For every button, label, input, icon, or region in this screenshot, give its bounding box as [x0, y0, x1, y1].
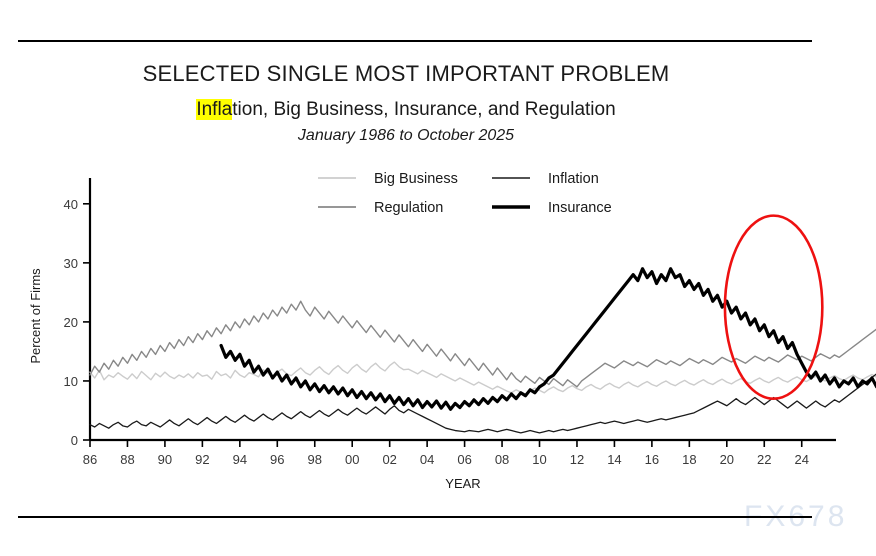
title-block: SELECTED SINGLE MOST IMPORTANT PROBLEM I…: [0, 60, 812, 147]
chart-axes: 0 10 20 30 40 86 88 90 92 94 96 98 00 02 04 06 08 10 12 14 1…: [64, 178, 836, 467]
subtitle-remaining-text: tion, Big Business, Insurance, and Regul…: [232, 99, 616, 120]
x-tick-label: 00: [345, 452, 359, 467]
chart-legend: Big Business Inflation Regulation Insurance: [318, 171, 612, 216]
x-axis-title: YEAR: [445, 476, 480, 491]
chart-subtitle: Inflation, Big Business, Insurance, and …: [0, 96, 812, 124]
x-tick-label: 88: [120, 452, 134, 467]
x-tick-label: 12: [570, 452, 584, 467]
x-tick-label: 18: [682, 452, 696, 467]
x-tick-label: 16: [645, 452, 659, 467]
series-line-big-business: [89, 361, 876, 395]
chart-annotations: [723, 214, 824, 400]
x-tick-label: 10: [532, 452, 546, 467]
y-tick-label: 20: [64, 315, 78, 330]
x-tick-label: 98: [308, 452, 322, 467]
x-tick-label: 24: [794, 452, 808, 467]
line-chart: Big Business Inflation Regulation Insurance…: [28, 171, 876, 491]
bottom-divider-rule: [18, 516, 812, 518]
x-tick-label: 22: [757, 452, 771, 467]
x-tick-label: 96: [270, 452, 284, 467]
top-divider-rule: [18, 40, 812, 42]
legend-label-regulation: Regulation: [374, 200, 443, 216]
x-tick-label: 04: [420, 452, 434, 467]
series-line-regulation: [89, 300, 876, 388]
x-tick-label: 14: [607, 452, 621, 467]
y-tick-label: 30: [64, 256, 78, 271]
y-tick-label: 0: [71, 433, 78, 448]
x-tick-label: 86: [83, 452, 97, 467]
legend-label-insurance: Insurance: [548, 200, 612, 216]
chart-date-range: January 1986 to October 2025: [297, 127, 515, 144]
legend-label-inflation: Inflation: [548, 171, 599, 187]
x-tick-label: 06: [457, 452, 471, 467]
chart-series: [89, 267, 876, 434]
legend-label-big-business: Big Business: [374, 171, 458, 187]
x-tick-label: 94: [233, 452, 247, 467]
page-title: SELECTED SINGLE MOST IMPORTANT PROBLEM: [142, 61, 670, 86]
y-axis-title: Percent of Firms: [28, 268, 43, 364]
y-tick-label: 40: [64, 197, 78, 212]
inflation-spike-highlight-ellipse: [723, 214, 824, 400]
x-tick-label: 20: [720, 452, 734, 467]
series-line-inflation: [89, 373, 876, 434]
y-tick-label: 10: [64, 374, 78, 389]
x-tick-label: 08: [495, 452, 509, 467]
subtitle-highlighted-text: Infla: [196, 99, 233, 120]
x-tick-label: 92: [195, 452, 209, 467]
series-line-insurance: [219, 267, 876, 411]
x-tick-label: 02: [382, 452, 396, 467]
x-tick-label: 90: [158, 452, 172, 467]
